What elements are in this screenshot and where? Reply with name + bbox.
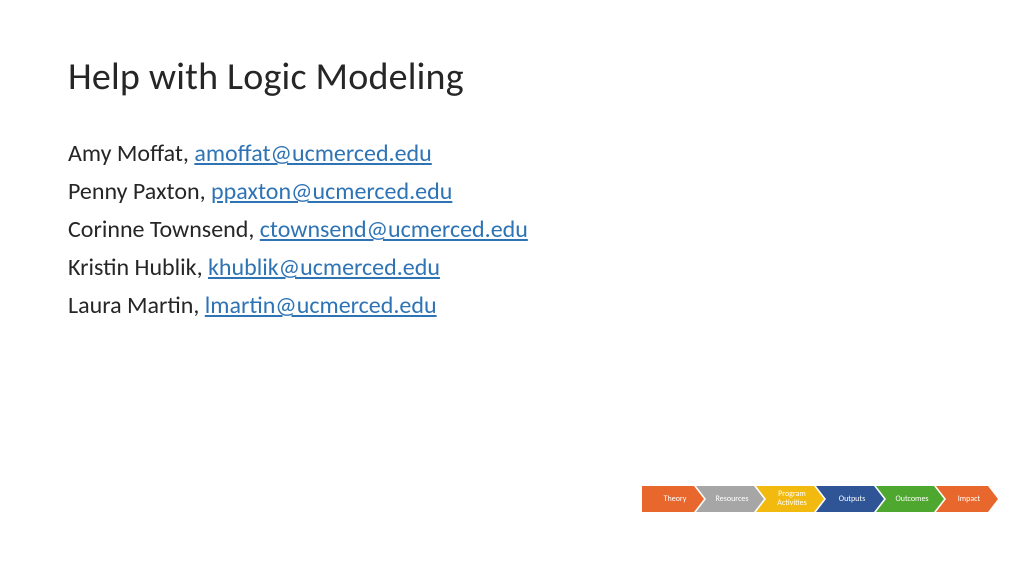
contact-row: Corinne Townsend, ctownsend@ucmerced.edu <box>68 212 528 248</box>
contact-email-link[interactable]: lmartin@ucmerced.edu <box>205 291 437 320</box>
contact-name: Corinne Townsend, <box>68 215 260 244</box>
contact-email-link[interactable]: khublik@ucmerced.edu <box>208 253 440 282</box>
flow-step: Resources <box>696 486 764 512</box>
contact-name: Kristin Hublik, <box>68 253 208 282</box>
contact-row: Laura Martin, lmartin@ucmerced.edu <box>68 288 528 324</box>
contact-row: Kristin Hublik, khublik@ucmerced.edu <box>68 250 528 286</box>
contact-email-link[interactable]: amoffat@ucmerced.edu <box>194 139 431 168</box>
flow-step: Outcomes <box>876 486 944 512</box>
flow-step-label: ProgramActivities <box>777 490 806 508</box>
flow-step: Theory <box>642 486 704 512</box>
flow-step-label: Theory <box>664 495 687 504</box>
flow-step: ProgramActivities <box>756 486 824 512</box>
flow-step-label: Resources <box>716 495 749 504</box>
contact-email-link[interactable]: ppaxton@ucmerced.edu <box>211 177 452 206</box>
contact-name: Laura Martin, <box>68 291 205 320</box>
contact-email-link[interactable]: ctownsend@ucmerced.edu <box>260 215 528 244</box>
contacts-list: Amy Moffat, amoffat@ucmerced.edu Penny P… <box>68 136 528 326</box>
contact-row: Penny Paxton, ppaxton@ucmerced.edu <box>68 174 528 210</box>
slide: Help with Logic Modeling Amy Moffat, amo… <box>0 0 1024 576</box>
flow-step-label: Impact <box>958 495 981 504</box>
flow-step: Outputs <box>816 486 884 512</box>
contact-name: Amy Moffat, <box>68 139 194 168</box>
flow-step-label: Outcomes <box>895 495 928 504</box>
contact-name: Penny Paxton, <box>68 177 211 206</box>
flow-step-label: Outputs <box>839 495 865 504</box>
page-title: Help with Logic Modeling <box>68 54 464 100</box>
flow-step: Impact <box>936 486 998 512</box>
logic-model-flow: Theory Resources ProgramActivities Outputs O… <box>642 484 998 514</box>
contact-row: Amy Moffat, amoffat@ucmerced.edu <box>68 136 528 172</box>
